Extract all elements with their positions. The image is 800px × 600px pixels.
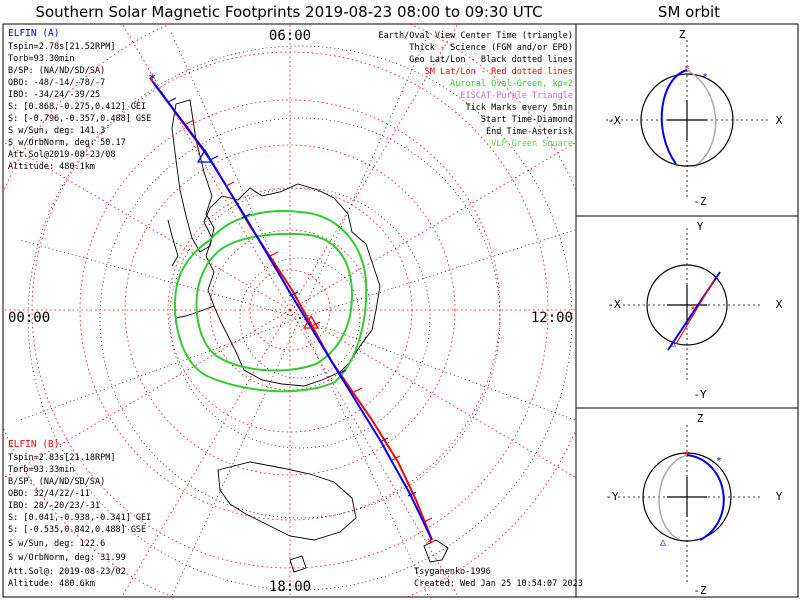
australia-coastline bbox=[217, 461, 357, 541]
sm-axis-label: X bbox=[776, 298, 783, 311]
sm-orbit-title: SM orbit bbox=[657, 3, 721, 21]
sm-orbit-a-xz bbox=[660, 69, 688, 165]
elfin-a-line: S w/OrbNorm, deg: 50.17 bbox=[8, 138, 126, 148]
sm-panel-xz: * * ◦ Z -Z -X X bbox=[606, 28, 783, 208]
elfin-b-tick-marks bbox=[185, 119, 433, 523]
elfin-a-line: S w/Sun, deg: 141.3 bbox=[8, 126, 105, 136]
auroral-oval-outer bbox=[174, 209, 368, 393]
svg-text:*: * bbox=[702, 72, 708, 83]
sm-axis-label: -X bbox=[607, 114, 621, 127]
svg-text:*: * bbox=[690, 305, 696, 316]
sm-orbit-a-yz bbox=[686, 454, 725, 541]
sm-axis-label: -X bbox=[607, 298, 621, 311]
hour-label-top: 06:00 bbox=[269, 28, 311, 44]
legend-item: Earth/Oval View Center Time (triangle) bbox=[379, 31, 573, 41]
elfin-a-line: B/SP: (NA/ND/SD/SA) bbox=[8, 66, 105, 76]
legend-item: Start Time-Diamond bbox=[481, 115, 573, 125]
south-america-coastline bbox=[171, 99, 215, 253]
view-center-triangle-b bbox=[302, 314, 320, 329]
svg-text:△: △ bbox=[670, 338, 676, 349]
elfin-a-line: OBO: -48/-14/-78/-7 bbox=[8, 78, 105, 88]
svg-text:◦: ◦ bbox=[692, 162, 698, 173]
sm-axis-label: Z bbox=[697, 412, 704, 425]
tasmania-coastline bbox=[289, 555, 307, 573]
elfin-b-name: ELFIN (B) bbox=[8, 439, 59, 450]
created-timestamp: Created: Wed Jan 25 10:54:07 2023 bbox=[414, 579, 583, 589]
svg-text:*: * bbox=[684, 450, 690, 461]
sm-panel-yz-frame bbox=[575, 407, 799, 598]
elfin-b-line: S: [-0.535,0.842,0.488] GSE bbox=[8, 525, 146, 535]
legend-item: EISCAT-Purple Triangle bbox=[460, 91, 573, 101]
elfin-b-line: IBO: 28/-20/23/-31 bbox=[8, 501, 100, 511]
elfin-a-line: S: [-0.796,-0.357,0.488] GSE bbox=[8, 114, 151, 124]
svg-text:△: △ bbox=[660, 537, 666, 548]
south-georgia-islands bbox=[167, 219, 179, 267]
sm-orbit-b-xz bbox=[686, 69, 717, 165]
elfin-a-name: ELFIN (A) bbox=[8, 28, 59, 39]
legend-item: Auroral Oval-Green, kp=2 bbox=[450, 79, 573, 89]
sm-axis-label: -Z bbox=[693, 195, 707, 208]
elfin-a-line: Att.Sol@2019-08-23/08 bbox=[8, 150, 115, 160]
legend-item: Geo Lat/Lon - Black dotted lines bbox=[409, 55, 573, 65]
sm-axis-label: X bbox=[776, 114, 783, 127]
elfin-b-line: S w/OrbNorm, deg: 31.99 bbox=[8, 553, 126, 563]
elfin-a-line: Altitude: 480.1km bbox=[8, 162, 95, 172]
elfin-a-line: IBO: -34/24/-39/25 bbox=[8, 90, 100, 100]
sm-longitude-grid bbox=[3, 24, 576, 597]
sm-axis-label: -Z bbox=[693, 584, 707, 597]
legend-item: SM Lat/Lon - Red dotted lines bbox=[425, 67, 573, 77]
elfin-b-line: S: [0.041,-0.938,-0.341] GEI bbox=[8, 513, 151, 523]
elfin-a-track bbox=[152, 81, 433, 541]
polar-map: * * bbox=[3, 24, 576, 597]
hour-label-right: 12:00 bbox=[531, 310, 573, 326]
svg-text:*: * bbox=[684, 64, 690, 75]
legend-item: End Time-Asterisk bbox=[486, 127, 573, 137]
legend: Earth/Oval View Center Time (triangle) T… bbox=[379, 31, 573, 149]
sm-axis-label: Z bbox=[679, 28, 686, 41]
auroral-oval-inner bbox=[195, 232, 354, 372]
sm-panel-xy: * △ Y -Y -X X bbox=[607, 220, 782, 401]
view-center-triangle-a bbox=[196, 148, 214, 163]
elfin-a-line: S: [0.868,-0.275,0.412] GEI bbox=[8, 102, 146, 112]
elfin-b-line: Tspin=2.83s[21.18RPM] bbox=[8, 453, 115, 463]
sm-orbit-b-xy bbox=[675, 279, 715, 345]
elfin-b-line: Att.Sol@: 2019-08-23/02 bbox=[8, 567, 126, 577]
elfin-a-line: Tspin=2.78s[21.52RPM] bbox=[8, 42, 115, 52]
elfin-a-line: Torb=93.30min bbox=[8, 54, 75, 64]
elfin-b-line: OBO: 32/4/22/-11 bbox=[8, 489, 90, 499]
sm-axis-label: Y bbox=[776, 490, 783, 503]
plot-title: Southern Solar Magnetic Footprints 2019-… bbox=[35, 3, 543, 21]
elfin-a-tick-marks bbox=[167, 97, 417, 497]
hour-label-left: 00:00 bbox=[8, 310, 50, 326]
end-asterisk-a: * bbox=[148, 72, 156, 88]
antarctic-peninsula bbox=[175, 305, 215, 319]
sm-panel-yz: * * △ Z -Z -Y Y bbox=[605, 412, 782, 597]
sm-axis-label: -Y bbox=[693, 388, 707, 401]
elfin-b-line: B/SP: (NA/ND/SD/SA) bbox=[8, 477, 105, 487]
sm-axis-label: -Y bbox=[605, 490, 619, 503]
end-asterisk-b: * bbox=[426, 536, 434, 552]
svg-text:*: * bbox=[716, 456, 722, 467]
elfin-b-line: Torb=93.33min bbox=[8, 465, 75, 475]
legend-item: VLF-Green Square bbox=[491, 139, 573, 149]
elfin-a-info: ELFIN (A) Tspin=2.78s[21.52RPM] Torb=93.… bbox=[8, 28, 151, 172]
new-zealand-coastline bbox=[423, 539, 449, 563]
sm-axis-label: Y bbox=[697, 220, 704, 233]
elfin-b-line: S w/Sun, deg: 122.6 bbox=[8, 539, 105, 549]
legend-item: Thick - Science (FGM and/or EPD) bbox=[409, 43, 573, 53]
elfin-b-info: ELFIN (B) Tspin=2.83s[21.18RPM] Torb=93.… bbox=[8, 439, 151, 589]
sm-orbit-b-yz bbox=[658, 454, 688, 541]
hour-label-bottom: 18:00 bbox=[269, 579, 311, 595]
elfin-b-line: Altitude: 480.6km bbox=[8, 579, 95, 589]
model-credit: Tsyganenko-1996 bbox=[414, 567, 491, 577]
legend-item: Tick Marks every 5min bbox=[466, 103, 573, 113]
